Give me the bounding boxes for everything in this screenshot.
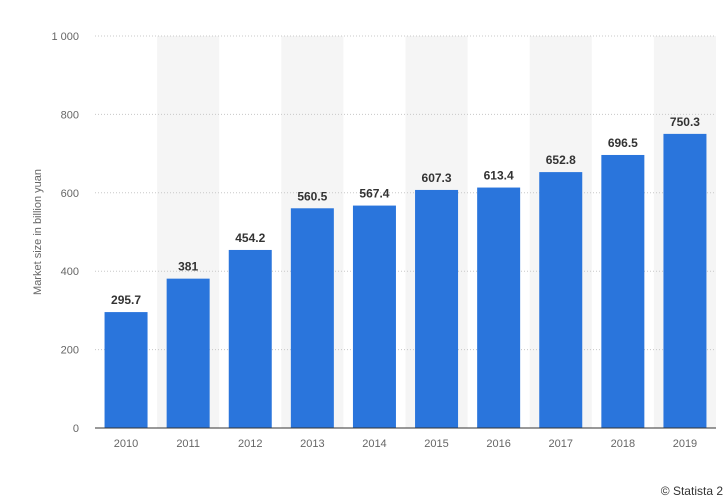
y-tick-label: 400 <box>61 266 79 278</box>
bar-value-label: 567.4 <box>359 187 389 201</box>
statista-credit: © Statista 2 <box>660 484 723 498</box>
bar <box>228 249 272 428</box>
x-tick-label: 2011 <box>176 438 200 450</box>
bar <box>663 133 707 429</box>
x-tick-label: 2019 <box>673 438 697 450</box>
bar-value-label: 652.8 <box>546 153 576 167</box>
bar-value-label: 607.3 <box>422 171 452 185</box>
y-tick-label: 600 <box>61 188 79 200</box>
y-tick-label: 800 <box>61 109 79 121</box>
bar-value-label: 454.2 <box>235 231 265 245</box>
bar <box>539 172 583 428</box>
bar <box>104 312 148 428</box>
bar-value-label: 750.3 <box>670 115 700 129</box>
x-tick-label: 2010 <box>114 438 138 450</box>
bar-value-label: 613.4 <box>484 169 514 183</box>
bar <box>601 154 645 429</box>
bar-value-label: 560.5 <box>297 189 327 203</box>
x-tick-label: 2018 <box>611 438 635 450</box>
bar <box>415 189 459 428</box>
bar <box>477 187 521 428</box>
x-tick-label: 2013 <box>300 438 324 450</box>
bar-value-label: 295.7 <box>111 293 141 307</box>
y-tick-label: 1 000 <box>51 31 79 43</box>
bar <box>290 208 334 428</box>
bar <box>352 205 396 428</box>
x-tick-labels: 2010 2011 2012 2013 2014 2015 2016 2017 2018 2019 <box>114 438 697 450</box>
bars <box>104 133 707 429</box>
y-tick-labels: 0 200 400 600 800 1 000 <box>51 31 79 435</box>
x-tick-label: 2014 <box>362 438 386 450</box>
x-tick-label: 2015 <box>424 438 448 450</box>
y-axis-title: Market size in billion yuan <box>32 169 44 295</box>
x-tick-label: 2016 <box>486 438 510 450</box>
bar-value-label: 696.5 <box>608 136 638 150</box>
y-tick-label: 0 <box>73 423 79 435</box>
x-tick-label: 2017 <box>549 438 573 450</box>
value-labels: 295.7 381 454.2 560.5 567.4 607.3 613.4 652.8 69… <box>111 115 700 307</box>
x-tick-label: 2012 <box>238 438 262 450</box>
bar-value-label: 381 <box>178 260 198 274</box>
bar <box>166 278 210 428</box>
y-tick-label: 200 <box>61 345 79 357</box>
